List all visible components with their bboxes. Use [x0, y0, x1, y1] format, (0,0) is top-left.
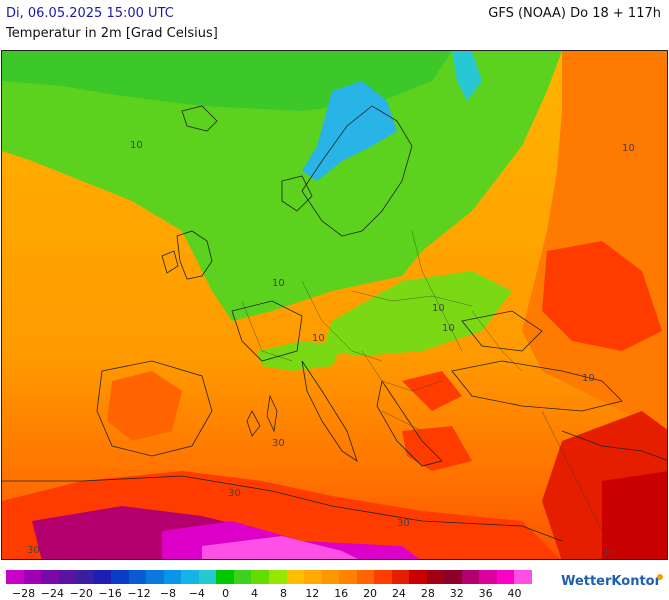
- legend-swatch: [198, 570, 217, 584]
- legend-tick: −20: [69, 587, 93, 600]
- legend-swatch: [146, 570, 164, 584]
- legend-swatch: [58, 570, 77, 584]
- legend-swatch: [286, 570, 305, 584]
- brand-logo: WetterKontor: [561, 574, 661, 589]
- legend-swatch: [496, 570, 515, 584]
- legend-swatch: [444, 570, 462, 584]
- model-run: GFS (NOAA) Do 18 + 117h: [488, 6, 661, 21]
- contour-label: 10: [582, 373, 595, 384]
- legend-swatch: [111, 570, 129, 584]
- legend-swatch: [181, 570, 199, 584]
- legend-swatch: [426, 570, 445, 584]
- legend-tick: 16: [334, 587, 349, 600]
- hot-zone-east: [542, 241, 662, 351]
- legend-swatch: [514, 570, 532, 584]
- legend-swatch: [409, 570, 427, 584]
- contour-label: 10: [432, 303, 445, 314]
- legend-swatch: [216, 570, 234, 584]
- map-canvas: 10 10 10 10 10 10 10 30 30 30 30 30: [2, 51, 667, 559]
- warm-zone-iberia: [107, 371, 182, 441]
- legend-tick: 24: [391, 587, 406, 600]
- legend-swatch: [321, 570, 340, 584]
- legend-tick: −8: [159, 587, 177, 600]
- valid-time: Di, 06.05.2025 15:00 UTC: [6, 6, 174, 21]
- legend-swatch: [391, 570, 410, 584]
- legend-swatch: [356, 570, 375, 584]
- legend-swatch: [339, 570, 357, 584]
- temperature-map: 10 10 10 10 10 10 10 30 30 30 30 30: [1, 50, 668, 560]
- contour-label: 10: [130, 140, 143, 151]
- legend-tick: −16: [98, 587, 122, 600]
- color-scale-ticks: −28 −24 −20 −16 −12 −8 −4 0 4 8 12 16 20 24 28 32 36 40: [6, 587, 532, 600]
- legend-swatch: [76, 570, 94, 584]
- blue-zone-north: [452, 51, 482, 101]
- extreme-zone-core: [202, 536, 358, 559]
- legend-tick: 4: [251, 587, 259, 600]
- legend-swatch: [128, 570, 147, 584]
- contour-label: 30: [272, 438, 285, 449]
- legend-swatch: [304, 570, 322, 584]
- country-borders: [241, 230, 603, 532]
- legend-tick: 32: [449, 587, 464, 600]
- legend-swatch: [233, 570, 252, 584]
- very-hot-zone: [602, 471, 667, 559]
- coastlines: [2, 105, 667, 542]
- parameter-title: Temperatur in 2m [Grad Celsius]: [6, 26, 218, 41]
- contour-label: 10: [622, 143, 635, 154]
- legend-tick: 36: [478, 587, 493, 600]
- contour-label: 30: [602, 548, 615, 559]
- contour-label: 10: [272, 278, 285, 289]
- green-zone-central: [322, 271, 512, 356]
- legend-tick: 28: [420, 587, 435, 600]
- legend-tick: 20: [363, 587, 378, 600]
- legend-swatch: [23, 570, 42, 584]
- legend-swatch: [163, 570, 182, 584]
- legend-tick: −24: [40, 587, 65, 600]
- green-zone-alps: [257, 341, 342, 371]
- contour-label: 10: [312, 333, 325, 344]
- legend-tick: −4: [188, 587, 205, 600]
- contour-label: 30: [27, 545, 40, 556]
- legend-swatch: [93, 570, 112, 584]
- legend-swatch: [461, 570, 480, 584]
- color-scale: [6, 570, 532, 584]
- brand-name: WetterKontor: [561, 574, 661, 589]
- legend-swatch: [6, 570, 24, 584]
- contour-label: 30: [397, 518, 410, 529]
- hot-zone-balkans: [402, 371, 462, 411]
- contour-label: 10: [442, 323, 455, 334]
- legend-swatch: [268, 570, 287, 584]
- legend-tick: −12: [127, 587, 151, 600]
- contour-label: 30: [228, 488, 241, 499]
- legend-tick: −28: [11, 587, 36, 600]
- legend-swatch: [41, 570, 59, 584]
- legend-swatch: [374, 570, 392, 584]
- contour-label-group: 10 10 10 10 10 10 10 30 30 30 30 30: [27, 140, 635, 559]
- legend-tick: 12: [305, 587, 320, 600]
- legend-tick: 40: [507, 587, 522, 600]
- legend-swatch: [251, 570, 269, 584]
- brand-sun-icon: [657, 574, 663, 580]
- legend-tick: 0: [222, 587, 230, 600]
- legend-swatch: [479, 570, 497, 584]
- legend-tick: 8: [279, 587, 287, 600]
